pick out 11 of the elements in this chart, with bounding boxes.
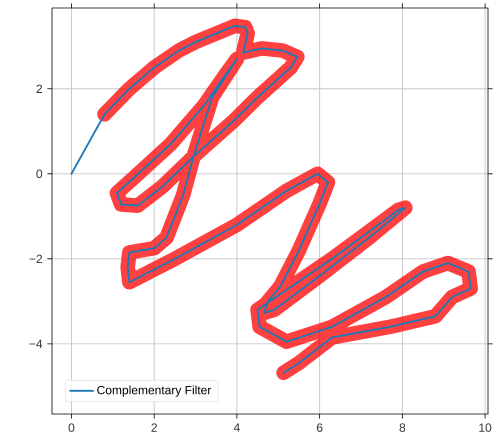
y-tick-label: −4 <box>30 340 42 348</box>
x-tick-label: 6 <box>316 423 322 432</box>
legend-label: Complementary Filter <box>97 386 212 397</box>
x-tick-label: 0 <box>68 423 74 432</box>
x-tick-label: 4 <box>234 423 240 432</box>
y-tick-label: −2 <box>30 254 42 264</box>
x-tick-label: 2 <box>151 423 157 432</box>
x-tick-label: 8 <box>400 423 406 432</box>
y-tick-label: 0 <box>36 170 42 178</box>
x-tick-label: 10 <box>479 423 492 432</box>
y-tick-label: 2 <box>36 84 42 93</box>
